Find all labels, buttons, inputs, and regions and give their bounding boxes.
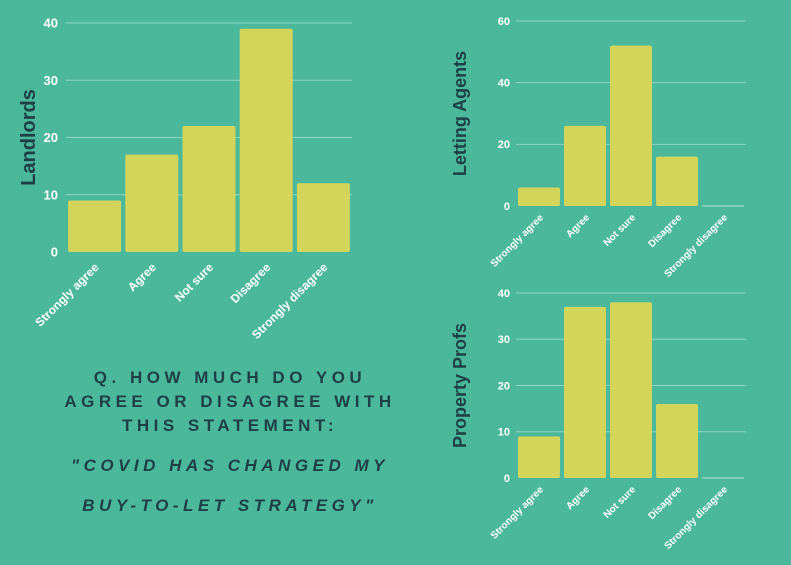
bar xyxy=(518,187,560,206)
question-quote-line-1: "COVID HAS CHANGED MY xyxy=(71,456,389,475)
x-category-label: Not sure xyxy=(602,484,639,521)
bar xyxy=(610,302,652,478)
y-tick-label: 10 xyxy=(498,427,510,439)
x-category-label: Agree xyxy=(564,484,592,512)
y-tick-label: 20 xyxy=(44,130,58,145)
y-tick-label: 40 xyxy=(498,288,510,300)
y-tick-label: 10 xyxy=(44,187,58,202)
bar xyxy=(68,200,122,252)
question-quote-line-2: BUY-TO-LET STRATEGY" xyxy=(82,496,378,515)
x-category-label: Disagree xyxy=(646,484,684,522)
y-axis-label: Property Profs xyxy=(450,323,470,448)
bar xyxy=(125,154,179,252)
y-tick-label: 30 xyxy=(44,73,58,88)
bar xyxy=(182,126,236,252)
bar xyxy=(518,436,560,478)
bar xyxy=(656,156,698,206)
bar xyxy=(610,45,652,206)
bar xyxy=(656,404,698,478)
y-tick-label: 0 xyxy=(504,201,510,213)
y-tick-label: 20 xyxy=(498,139,510,151)
y-axis-label: Letting Agents xyxy=(450,51,470,176)
y-axis-label: Landlords xyxy=(18,89,40,186)
bar xyxy=(239,28,293,252)
x-category-label: Strongly agree xyxy=(489,484,547,542)
y-tick-label: 0 xyxy=(504,473,510,485)
y-tick-label: 0 xyxy=(51,245,58,260)
y-tick-label: 40 xyxy=(44,16,58,31)
question-line-2: AGREE OR DISAGREE WITH xyxy=(64,392,396,411)
bar xyxy=(564,306,606,478)
y-tick-label: 20 xyxy=(498,380,510,392)
y-tick-label: 60 xyxy=(498,16,510,28)
bar xyxy=(564,125,606,206)
y-tick-label: 30 xyxy=(498,334,510,346)
bar xyxy=(296,183,350,252)
question-line-1: Q. HOW MUCH DO YOU xyxy=(93,368,367,387)
survey-question: Q. HOW MUCH DO YOU AGREE OR DISAGREE WIT… xyxy=(30,366,430,518)
y-tick-label: 40 xyxy=(498,78,510,90)
question-line-3: THIS STATEMENT: xyxy=(121,416,339,435)
